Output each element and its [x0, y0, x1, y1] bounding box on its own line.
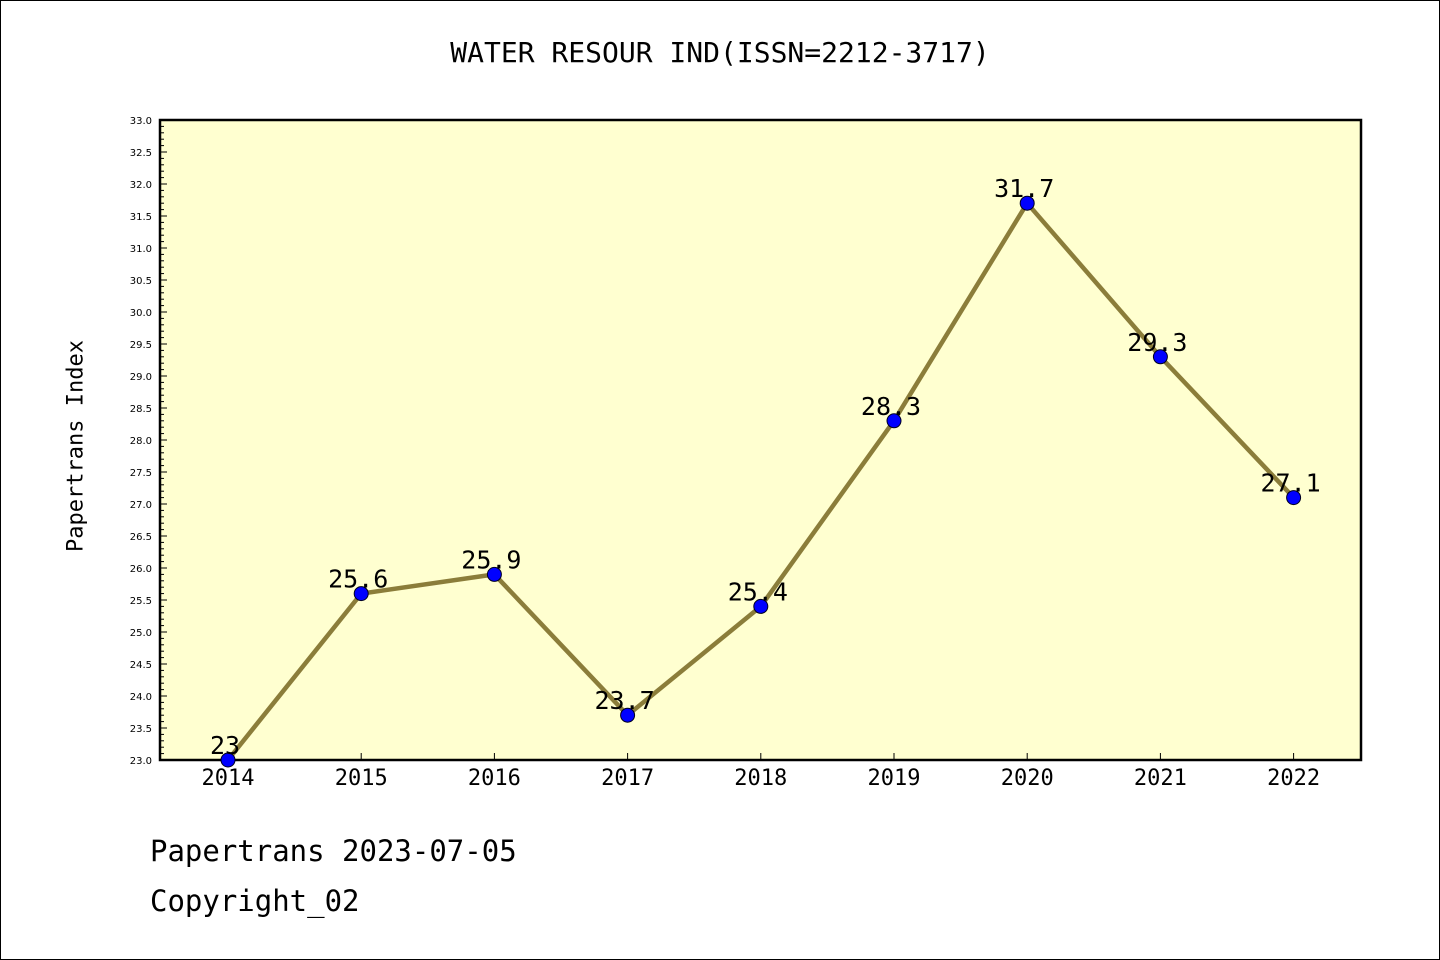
x-tick-label: 2017 [601, 766, 654, 791]
y-tick-label: 30.5 [130, 276, 152, 287]
y-tick-label: 29.5 [130, 340, 152, 351]
y-tick-label: 26.5 [130, 532, 152, 543]
data-label: 23.7 [594, 686, 654, 715]
x-tick-label: 2016 [468, 766, 521, 791]
y-tick-label: 31.5 [130, 212, 152, 223]
y-tick-label: 32.5 [130, 148, 152, 159]
y-tick-label: 32.0 [130, 180, 152, 191]
y-tick-label: 28.0 [130, 436, 152, 447]
x-tick-label: 2021 [1134, 766, 1187, 791]
footer-copyright: Copyright_02 [150, 884, 360, 918]
x-tick-label: 2020 [1001, 766, 1054, 791]
y-tick-label: 33.0 [130, 116, 152, 127]
data-point [486, 566, 502, 582]
data-point [620, 707, 636, 723]
data-label: 23 [210, 731, 240, 760]
data-label: 25.4 [728, 577, 788, 606]
y-tick-label: 24.5 [130, 660, 152, 671]
y-tick-label: 23.5 [130, 724, 152, 735]
data-point [353, 586, 369, 602]
footer-date: Papertrans 2023-07-05 [150, 834, 517, 868]
data-point [886, 413, 902, 429]
y-tick-label: 25.5 [130, 596, 152, 607]
y-tick-label: 29.0 [130, 372, 152, 383]
x-axis: 2014 2015 2016 2017 2018 2019 2020 2021 2022 [202, 753, 1320, 791]
chart-title: WATER RESOUR IND(ISSN=2212-3717) [450, 36, 990, 69]
y-axis: 23.0 23.5 24.0 24.5 25.0 25.5 26.0 26.5 27.0 27.5… [130, 116, 167, 767]
y-tick-label: 27.0 [130, 500, 152, 511]
plot-area [158, 118, 1363, 762]
data-point [1152, 349, 1168, 365]
data-label: 25.6 [328, 565, 388, 594]
x-tick-label: 2019 [868, 766, 921, 791]
data-label: 31.7 [994, 174, 1054, 203]
x-tick-label: 2022 [1267, 766, 1320, 791]
y-tick-label: 31.0 [130, 244, 152, 255]
x-tick-label: 2015 [335, 766, 388, 791]
data-labels: 23 25.6 25.9 23.7 25.4 28.3 31.7 29.3 27.1 [210, 174, 1321, 760]
series-markers [220, 195, 1302, 768]
y-tick-label: 25.0 [130, 628, 152, 639]
data-label: 27.1 [1260, 469, 1320, 498]
y-tick-label: 26.0 [130, 564, 152, 575]
data-point [220, 752, 236, 768]
y-tick-label: 23.0 [130, 756, 152, 767]
x-tick-label: 2014 [202, 766, 255, 791]
data-point [1019, 195, 1035, 211]
y-tick-label: 27.5 [130, 468, 152, 479]
data-label: 29.3 [1127, 328, 1187, 357]
data-label: 25.9 [461, 545, 521, 574]
y-tick-label: 24.0 [130, 692, 152, 703]
y-tick-label: 28.5 [130, 404, 152, 415]
y-tick-label: 30.0 [130, 308, 152, 319]
data-point [1286, 490, 1302, 506]
data-point [753, 598, 769, 614]
data-label: 28.3 [861, 392, 921, 421]
x-tick-label: 2018 [734, 766, 787, 791]
